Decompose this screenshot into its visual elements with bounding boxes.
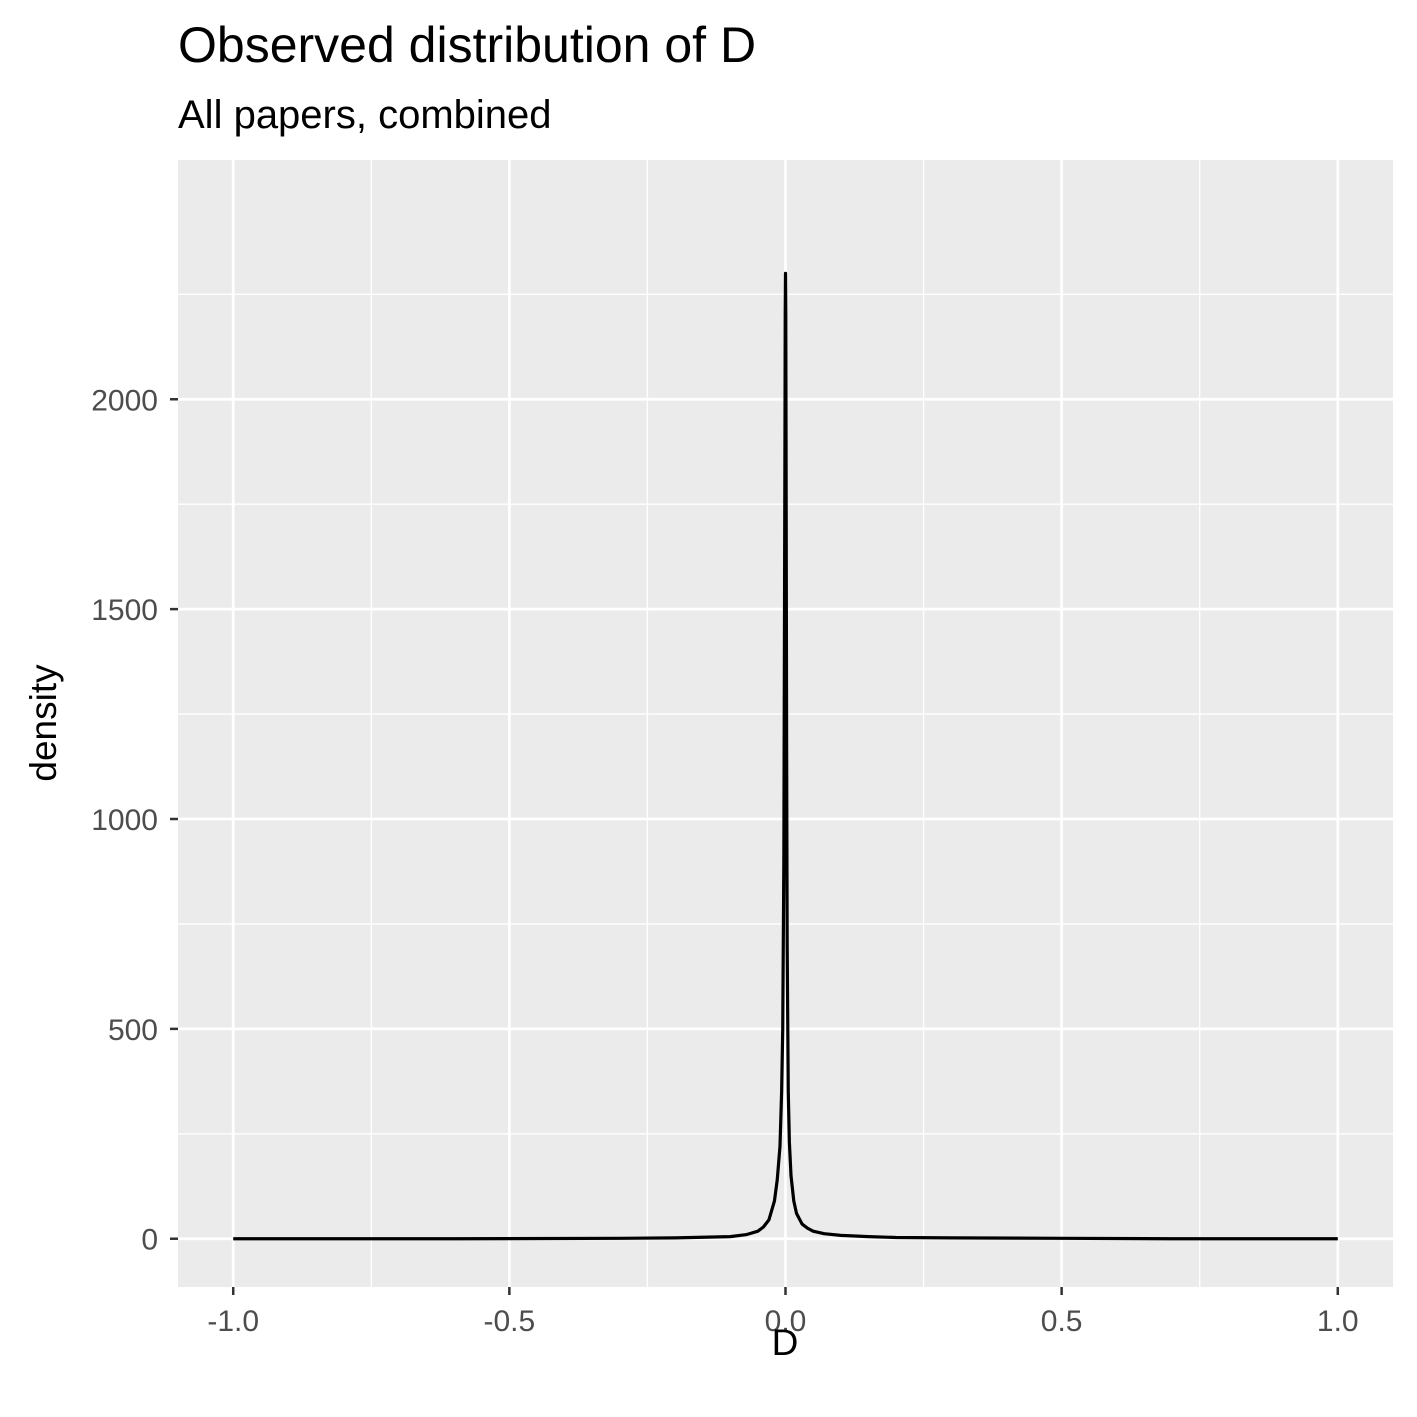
axes: -1.0 -0.5 0.0 0.5 1.0 0 500 1000 1500 2000 [91,384,1358,1338]
density-line [233,271,1338,1241]
chart-title: Observed distribution of D [178,17,756,73]
x-tick-label: 0.5 [1041,1305,1083,1338]
grid-lines [178,160,1393,1287]
y-tick-label: 500 [108,1014,158,1047]
y-tick-label: 0 [141,1224,158,1257]
x-tick-label: -0.5 [484,1305,536,1338]
x-tick-label: -1.0 [207,1305,259,1338]
x-axis-title: D [772,1322,799,1363]
chart-subtitle: All papers, combined [178,93,552,137]
y-axis-title: density [23,664,64,782]
y-tick-label: 1500 [91,594,158,627]
y-tick-label: 1000 [91,804,158,837]
x-tick-label: 1.0 [1317,1305,1359,1338]
series-layer [233,271,1338,1241]
y-tick-label: 2000 [91,384,158,417]
x-tick-label: 0.0 [765,1305,807,1338]
